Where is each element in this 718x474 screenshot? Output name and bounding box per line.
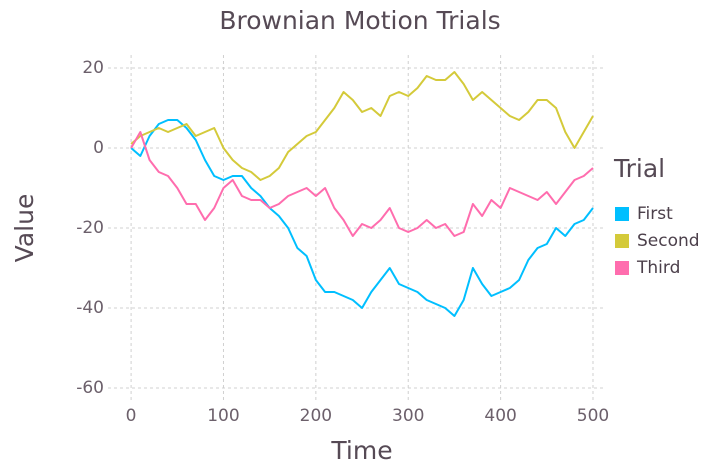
x-axis-label: Time bbox=[330, 436, 392, 465]
chart-title: Brownian Motion Trials bbox=[219, 6, 500, 35]
y-tick-label: 20 bbox=[82, 58, 104, 78]
y-tick-label: 0 bbox=[93, 138, 104, 158]
legend-swatch bbox=[615, 261, 629, 275]
line bbox=[130, 131, 594, 237]
legend-swatch bbox=[615, 207, 629, 221]
x-tick-label: 200 bbox=[300, 406, 332, 426]
x-tick-label: 500 bbox=[577, 406, 609, 426]
line bbox=[130, 71, 594, 181]
x-tick-label: 0 bbox=[126, 406, 137, 426]
y-tick-label: -40 bbox=[76, 298, 104, 318]
legend-label: Second bbox=[637, 231, 700, 251]
x-tick-label: 300 bbox=[392, 406, 424, 426]
y-tick-label: -60 bbox=[76, 378, 104, 398]
y-tick-label: -20 bbox=[76, 218, 104, 238]
legend-swatch bbox=[615, 234, 629, 248]
line bbox=[130, 119, 594, 317]
legend-label: Third bbox=[636, 258, 680, 278]
y-axis-label: Value bbox=[10, 194, 39, 263]
x-tick-label: 100 bbox=[207, 406, 239, 426]
legend-label: First bbox=[637, 204, 673, 224]
legend-title: Trial bbox=[613, 154, 665, 183]
x-tick-label: 400 bbox=[484, 406, 516, 426]
